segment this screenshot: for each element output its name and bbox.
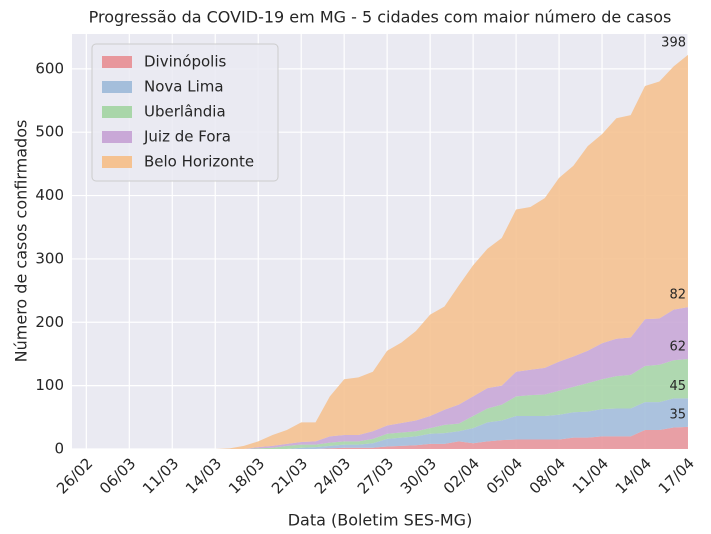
legend-swatch (102, 56, 132, 68)
x-tick-label: 21/03 (268, 454, 311, 497)
y-tick-label: 0 (54, 440, 64, 458)
legend-label: Belo Horizonte (144, 153, 254, 171)
x-tick-label: 30/03 (397, 454, 440, 497)
area (86, 398, 689, 449)
y-tick-label: 500 (35, 123, 64, 141)
area (86, 359, 689, 449)
y-axis-title: Número de casos confirmados (12, 120, 31, 363)
legend-label: Uberlândia (144, 103, 226, 121)
value-label: 45 (669, 379, 686, 394)
x-tick-label: 05/04 (483, 454, 526, 497)
x-tick-label: 26/02 (53, 454, 96, 497)
x-axis-title: Data (Boletim SES-MG) (288, 511, 473, 530)
legend-label: Nova Lima (144, 78, 224, 96)
value-label: 35 (669, 407, 686, 422)
value-label: 398 (661, 35, 686, 50)
x-tick-label: 06/03 (96, 454, 139, 497)
y-tick-label: 300 (35, 249, 64, 267)
legend-box (91, 43, 279, 182)
x-tick-label: 14/03 (182, 454, 225, 497)
value-label: 82 (669, 288, 686, 303)
y-tick-label: 100 (35, 376, 64, 394)
x-tick-label: 11/04 (569, 454, 612, 497)
area (86, 54, 689, 450)
legend-swatch (102, 106, 132, 118)
value-label: 62 (669, 340, 686, 355)
x-tick-label: 17/04 (655, 454, 698, 497)
legend-swatch (102, 156, 132, 168)
x-tick-label: 27/03 (354, 454, 397, 497)
y-tick-label: 400 (35, 186, 64, 204)
x-tick-label: 02/04 (440, 454, 483, 497)
area (86, 307, 689, 449)
legend-label: Divinópolis (144, 53, 226, 71)
y-tick-label: 200 (35, 313, 64, 331)
x-tick-label: 11/03 (139, 454, 182, 497)
y-tick-label: 600 (35, 59, 64, 77)
x-tick-label: 18/03 (225, 454, 268, 497)
chart-title: Progressão da COVID-19 em MG - 5 cidades… (89, 8, 672, 27)
x-tick-label: 08/04 (526, 454, 569, 497)
legend-swatch (102, 131, 132, 143)
x-tick-label: 14/04 (612, 454, 655, 497)
area (86, 426, 689, 449)
legend-swatch (102, 81, 132, 93)
legend-label: Juiz de Fora (143, 128, 231, 146)
x-tick-label: 24/03 (311, 454, 354, 497)
